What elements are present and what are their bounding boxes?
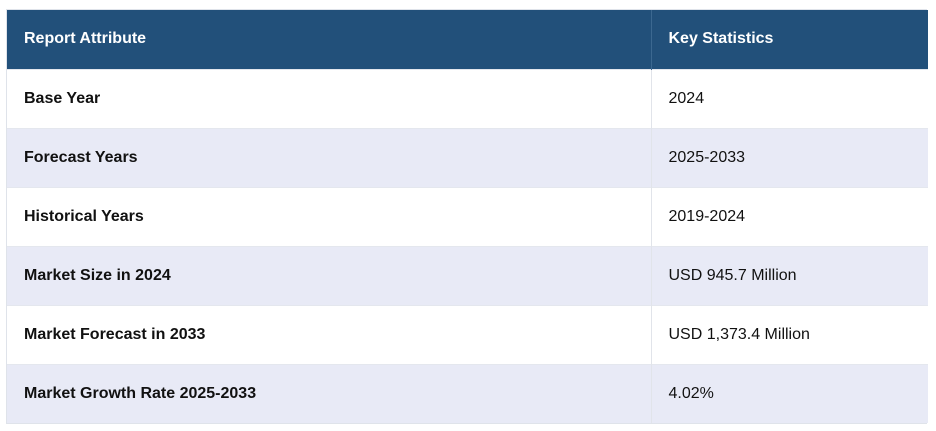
attribute-cell: Market Size in 2024 bbox=[7, 245, 651, 305]
value-cell: USD 945.7 Million bbox=[650, 245, 928, 305]
value-cell: 4.02% bbox=[650, 363, 928, 423]
table-row-forecast-years: Forecast Years 2025-2033 bbox=[7, 127, 928, 187]
attribute-cell: Historical Years bbox=[7, 186, 651, 246]
header-row: Report Attribute Key Statistics bbox=[7, 10, 928, 69]
table-row-historical-years: Historical Years 2019-2024 bbox=[7, 186, 928, 246]
table-row-market-forecast: Market Forecast in 2033 USD 1,373.4 Mill… bbox=[7, 304, 928, 364]
report-attributes-table: Report Attribute Key Statistics Base Yea… bbox=[7, 10, 928, 423]
report-attributes-table-container: Report Attribute Key Statistics Base Yea… bbox=[6, 9, 928, 424]
table-row-market-growth-rate: Market Growth Rate 2025-2033 4.02% bbox=[7, 363, 928, 423]
attribute-cell: Market Growth Rate 2025-2033 bbox=[7, 363, 651, 423]
attribute-cell: Base Year bbox=[7, 68, 651, 128]
value-cell: USD 1,373.4 Million bbox=[650, 304, 928, 364]
column-header-report-attribute: Report Attribute bbox=[7, 10, 651, 69]
table-row-base-year: Base Year 2024 bbox=[7, 68, 928, 128]
attribute-cell: Forecast Years bbox=[7, 127, 651, 187]
table-row-market-size: Market Size in 2024 USD 945.7 Million bbox=[7, 245, 928, 305]
table-body: Base Year 2024 Forecast Years 2025-2033 … bbox=[7, 68, 928, 423]
attribute-cell: Market Forecast in 2033 bbox=[7, 304, 651, 364]
table-header: Report Attribute Key Statistics bbox=[7, 10, 928, 69]
column-header-key-statistics: Key Statistics bbox=[650, 10, 928, 69]
value-cell: 2019-2024 bbox=[650, 186, 928, 246]
value-cell: 2024 bbox=[650, 68, 928, 128]
value-cell: 2025-2033 bbox=[650, 127, 928, 187]
